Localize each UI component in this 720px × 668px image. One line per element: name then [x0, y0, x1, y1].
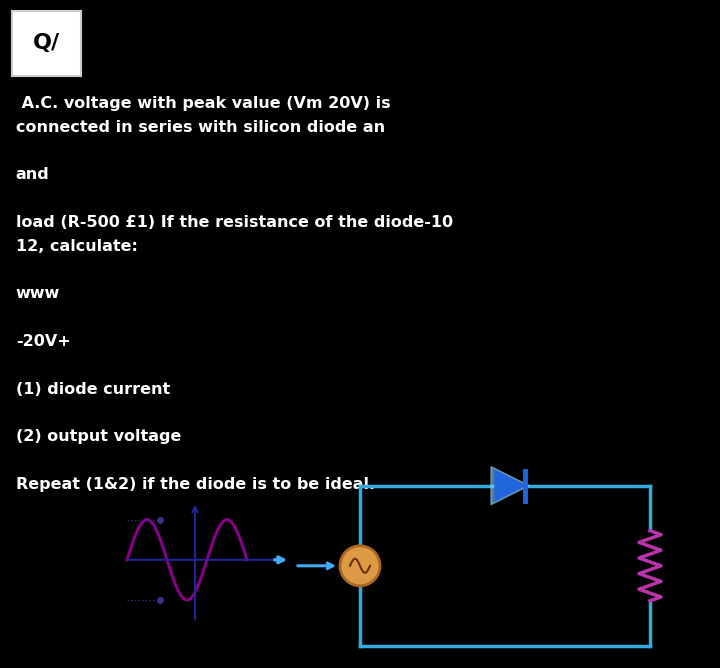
Text: -20V: -20V [127, 601, 156, 611]
Text: in: in [201, 506, 209, 514]
Text: in: in [390, 565, 399, 574]
Text: -20V+: -20V+ [16, 334, 71, 349]
Text: i: i [292, 555, 295, 568]
Text: 12, calculate:: 12, calculate: [16, 239, 138, 254]
Text: +20V: +20V [127, 509, 161, 518]
Text: load (R-500 £1) If the resistance of the diode-10: load (R-500 £1) If the resistance of the… [16, 215, 453, 230]
Text: connected in series with silicon diode an: connected in series with silicon diode a… [16, 120, 385, 135]
Text: 0: 0 [183, 562, 191, 572]
Text: and: and [16, 168, 50, 182]
FancyBboxPatch shape [12, 11, 81, 75]
Text: 500 Ω: 500 Ω [588, 559, 634, 572]
Text: (2) output voltage: (2) output voltage [16, 430, 181, 444]
Text: www: www [16, 287, 60, 301]
Text: V: V [197, 492, 204, 502]
Text: (1) diode current: (1) diode current [16, 381, 170, 397]
Text: V': V' [383, 558, 397, 570]
Text: Repeat (1&2) if the diode is to be ideal.: Repeat (1&2) if the diode is to be ideal… [16, 477, 375, 492]
Circle shape [340, 546, 380, 586]
Text: Q/: Q/ [33, 33, 60, 53]
Polygon shape [495, 470, 525, 501]
Polygon shape [491, 466, 529, 505]
Text: A.C. voltage with peak value (Vm 20V) is: A.C. voltage with peak value (Vm 20V) is [16, 96, 390, 111]
